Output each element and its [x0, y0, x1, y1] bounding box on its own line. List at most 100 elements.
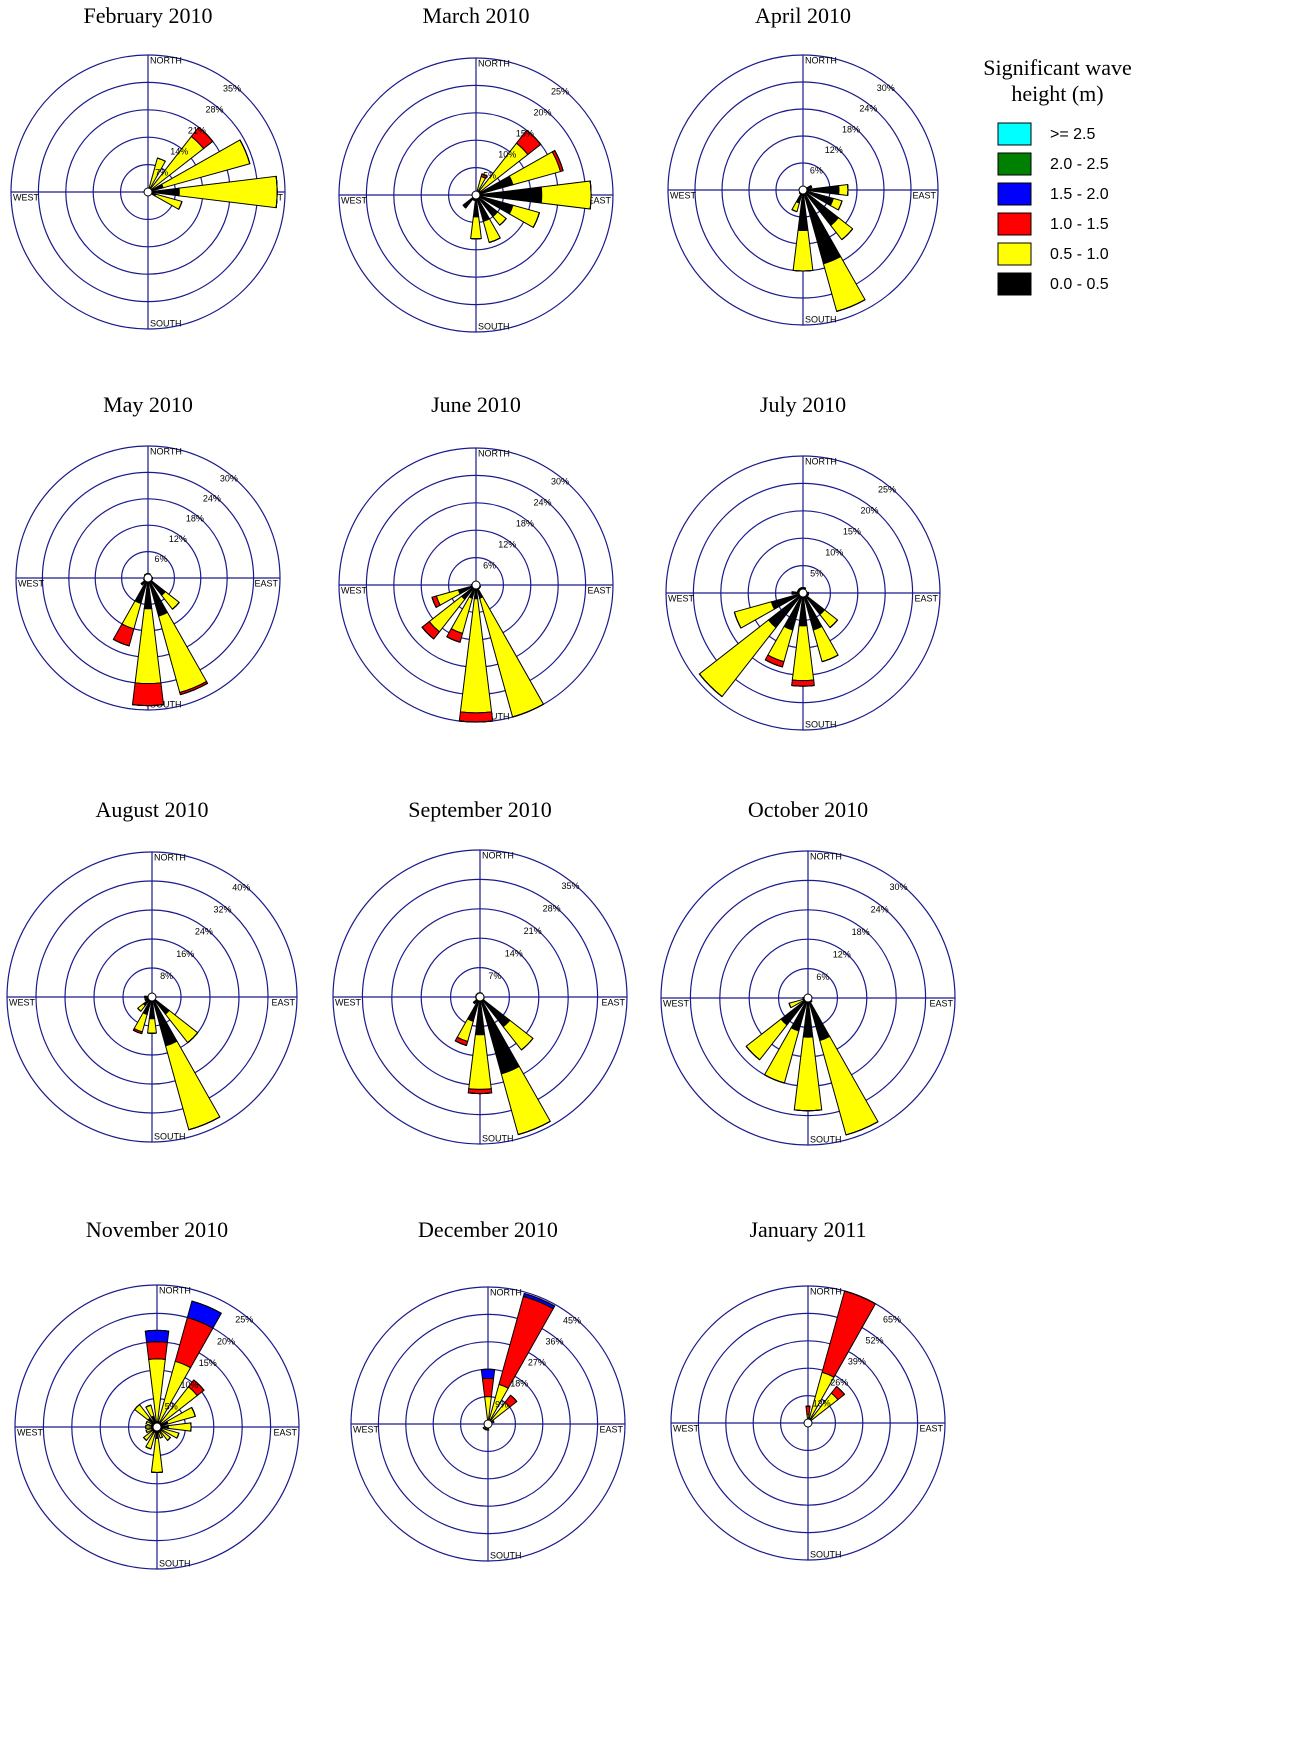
compass-label: SOUTH — [805, 314, 837, 324]
wedge-segment — [793, 1036, 823, 1112]
ring-label: 40% — [232, 882, 250, 892]
ring-label: 20% — [533, 107, 551, 117]
chart-title: March 2010 — [423, 3, 530, 28]
ring-label: 39% — [848, 1356, 866, 1366]
ring-label: 8% — [160, 971, 173, 981]
ring — [689, 879, 927, 1117]
wedge-segment — [478, 587, 480, 589]
wedge-segment — [470, 216, 482, 240]
windrose: October 2010 NORTH EAST SOUTH WEST 6% 12% 18% 24… — [660, 797, 956, 1146]
windrose: May 2010 NORTH EAST SOUTH WEST 6%12% 18% 24% 30% — [15, 392, 281, 711]
legend-swatch — [997, 212, 1032, 236]
wedge-segment — [154, 193, 183, 211]
compass-label: SOUTH — [150, 699, 182, 709]
wedge-segment — [468, 1033, 492, 1090]
legend-label: 1.0 - 1.5 — [1050, 216, 1109, 233]
wedge-segment — [812, 625, 839, 663]
wedge-segment — [131, 682, 165, 707]
wedge-segment — [137, 1007, 142, 1012]
legend-label: 2.0 - 2.5 — [1050, 156, 1109, 173]
compass-label: NORTH — [482, 850, 514, 860]
compass-label: NORTH — [159, 1285, 191, 1295]
ring — [332, 849, 628, 1145]
compass-label: NORTH — [154, 852, 186, 862]
legend-label: 1.5 - 2.0 — [1050, 186, 1109, 203]
wedge-segment — [187, 1032, 199, 1044]
compass-label: WEST — [668, 593, 695, 603]
ring-label: 10% — [498, 149, 516, 159]
compass-label: WEST — [18, 578, 45, 588]
ring-label: 7% — [155, 167, 168, 177]
compass-label: NORTH — [810, 851, 842, 861]
legend-swatch — [997, 182, 1032, 206]
ring — [665, 455, 941, 731]
wedge-segment — [791, 679, 815, 687]
compass-label: NORTH — [478, 448, 510, 458]
ring-label: 25% — [551, 86, 569, 96]
ring — [692, 482, 914, 704]
windrose: August 2010 NORTH EAST SOUTH WEST 8% 16% 24% 32%… — [6, 797, 298, 1143]
ring-label: 24% — [203, 493, 221, 503]
ring-label: 14% — [505, 948, 523, 958]
wedge-segment — [157, 611, 208, 694]
ring — [377, 1313, 599, 1535]
wedge-segment — [140, 583, 143, 586]
compass-label: EAST — [919, 1423, 943, 1433]
calm-center — [471, 190, 481, 200]
compass-label: SOUTH — [805, 719, 837, 729]
compass-label: SOUTH — [482, 1133, 514, 1143]
compass-label: NORTH — [805, 55, 837, 65]
wedge-segment — [807, 594, 809, 596]
wedge-segment — [473, 199, 475, 201]
wedge-segment — [144, 998, 147, 1001]
compass-label: WEST — [17, 1427, 44, 1437]
ring-label: 9% — [495, 1399, 508, 1409]
compass-label: NORTH — [150, 446, 182, 456]
ring-label: 35% — [223, 83, 241, 93]
wedge-segment — [499, 218, 507, 226]
wedge-segment — [134, 608, 162, 685]
ring-label: 30% — [220, 473, 238, 483]
calm-center — [147, 992, 157, 1002]
ring — [694, 81, 912, 299]
ring-label: 14% — [170, 146, 188, 156]
ring-label: 24% — [195, 927, 213, 937]
ring-label: 24% — [859, 104, 877, 114]
ring-label: 12% — [169, 534, 187, 544]
calm-center — [152, 1422, 162, 1432]
ring — [405, 1341, 571, 1507]
wedge-segment — [500, 1065, 551, 1136]
wedge-segment — [800, 587, 802, 589]
ring-label: 24% — [533, 497, 551, 507]
wedge-segment — [133, 1029, 142, 1035]
calm-center — [143, 573, 153, 583]
ring-label: 12% — [498, 539, 516, 549]
compass-label: WEST — [353, 1424, 380, 1434]
ring-label: 20% — [860, 505, 878, 515]
wedge-segment — [492, 1420, 495, 1423]
wedge-segment — [145, 1429, 148, 1433]
chart-title: October 2010 — [748, 797, 868, 822]
wedge-segment — [797, 590, 799, 592]
wedge-segment — [540, 180, 592, 210]
chart-title: December 2010 — [418, 1217, 558, 1242]
wedge-segment — [147, 1018, 157, 1034]
ring-label: 18% — [516, 518, 534, 528]
wedge-segment — [431, 597, 437, 608]
chart-title: June 2010 — [431, 392, 521, 417]
wedge-segment — [150, 1437, 164, 1473]
compass-label: NORTH — [150, 55, 182, 65]
wedge-segment — [481, 1377, 495, 1398]
compass-label: WEST — [673, 1423, 700, 1433]
wedge-segment — [512, 703, 544, 718]
ring-label: 52% — [865, 1335, 883, 1345]
ring — [779, 1394, 836, 1451]
wedge-segment — [788, 1003, 792, 1008]
calm-center — [475, 992, 485, 1002]
compass-label: SOUTH — [810, 1549, 842, 1559]
ring-label: 18% — [186, 514, 204, 524]
ring-label: 30% — [877, 83, 895, 93]
compass-label: SOUTH — [490, 1550, 522, 1560]
compass-label: SOUTH — [810, 1134, 842, 1144]
ring-label: 21% — [188, 125, 206, 135]
